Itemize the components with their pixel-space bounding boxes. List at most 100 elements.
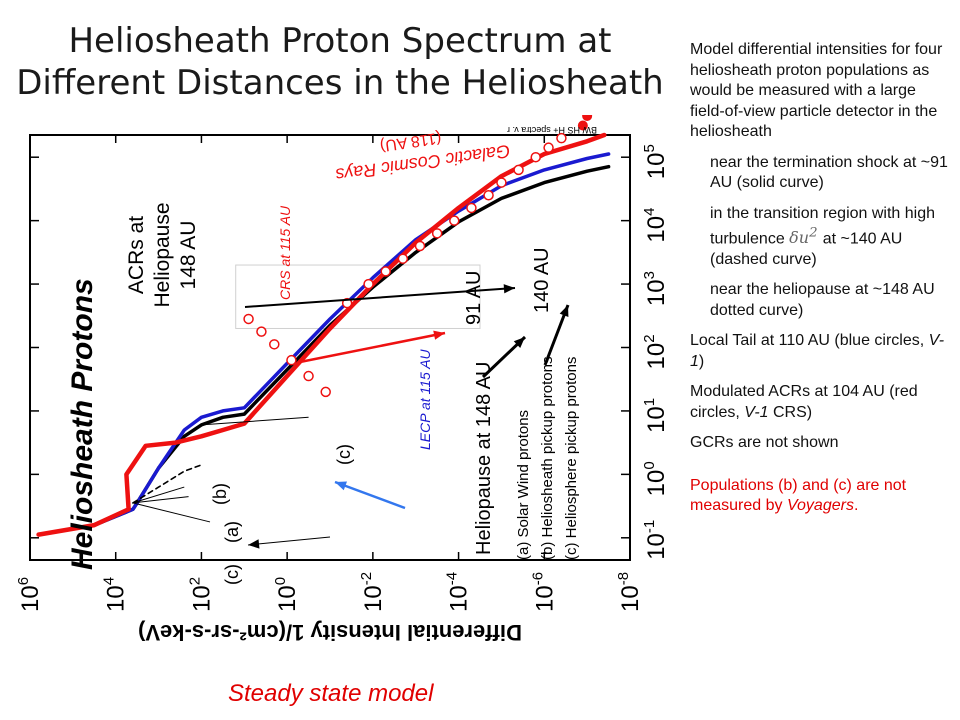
arrow-lecp-shaft [334, 480, 406, 510]
chart-label-acr: ACRs at Heliopause 148 AU [125, 202, 200, 307]
sidebar-item-termination-shock: near the termination shock at ~91 AU (so… [710, 153, 948, 192]
chart-label-labels-lecp: LECP at 115 AU [417, 348, 433, 450]
chart-label-labels-c2_label: (c) [222, 564, 242, 585]
note-text: Populations (b) and (c) are not measured… [690, 476, 907, 515]
delta-u-text: δu [789, 228, 810, 248]
arrow-c-shaft [247, 536, 331, 546]
chart-label-legend_title: Heliopause at 148 AU [473, 362, 495, 555]
spectrum-chart: Heliosheath Protons Heliopause at 148 AU (… [15, 115, 670, 645]
y-tick-label: 100 [641, 461, 670, 496]
gcr-point [582, 115, 593, 121]
y-tick-label: 104 [641, 208, 670, 243]
sidebar-item-transition-text-2: at ~140 AU (dashed curve) [710, 230, 903, 268]
x-tick-label: 10-2 [358, 572, 387, 612]
note-period: . [853, 497, 859, 515]
guide-box [235, 264, 481, 329]
sidebar-item-modulated-acrs: Modulated ACRs at 104 AU (red circles, V… [690, 382, 952, 423]
measurement-circle [320, 386, 331, 398]
chart-label-legend_items-0: (a) Solar Wind protons [515, 410, 532, 560]
sidebar-item-gcrs: GCRs are not shown [690, 434, 839, 452]
measurement-circle [483, 190, 494, 201]
local-tail-voyager: V-1 [690, 332, 945, 370]
measurement-circle [449, 215, 460, 226]
slide-title-line-1: Heliosheath Proton Spectrum at [68, 21, 612, 61]
x-tick-labels: 106 104 102 100 10-2 10-4 10-6 10-8 [15, 572, 644, 612]
delta-u-exponent: 2 [809, 226, 818, 241]
measurement-circle [530, 151, 541, 163]
arrow-crs-head [433, 330, 445, 340]
y-tick-label: 103 [641, 271, 670, 306]
x-tick-label: 102 [186, 577, 215, 612]
footer-caption: Steady state model [228, 680, 434, 707]
sidebar-intro: Model differential intensities for four … [690, 41, 943, 140]
chart-label-legend_items-1: (b) Heliosheath pickup protons [539, 357, 556, 560]
arrow-lecp-head [335, 481, 347, 491]
arrow-acr-shaft [244, 287, 516, 308]
measurement-circle [556, 132, 567, 144]
chart-label-labels-b_label: (b) [210, 483, 230, 505]
measurement-circle [466, 202, 477, 214]
chart-label-labels-a_label: (a) [222, 521, 242, 543]
component-line-c [132, 502, 211, 523]
sidebar-item-heliopause: near the heliopause at ~148 AU dotted cu… [710, 281, 935, 319]
x-tick-label: 10-8 [615, 572, 644, 612]
measurement-circle [256, 326, 267, 337]
chart-label-labels-crs: CRS at 115 AU [277, 205, 293, 300]
arrow-91au-head [513, 337, 525, 349]
measurement-circle [380, 266, 391, 277]
y-tick-labels: 10-1 100 101 102 103 104 105 [641, 144, 670, 560]
x-tick-label: 10-4 [444, 572, 473, 612]
series-line-red [36, 132, 607, 537]
y-tick-label: 105 [641, 144, 670, 179]
x-tick-label: 10-6 [529, 572, 558, 612]
slide-title: Heliosheath Proton Spectrum at Different… [0, 20, 680, 104]
gcr-point [577, 120, 588, 131]
y-tick-label: 102 [641, 334, 670, 369]
sidebar-note: Populations (b) and (c) are not measured… [690, 476, 952, 517]
measurement-circle [286, 354, 297, 366]
sidebar-item-local-tail: Local Tail at 110 AU (blue circles, V-1) [690, 331, 952, 372]
component-line-a [132, 496, 189, 504]
chart-label-labels-au91: 91 AU [463, 271, 485, 325]
measurement-circle [243, 313, 254, 325]
arrow-140au-head [559, 305, 569, 317]
measurement-circle [513, 164, 524, 176]
x-tick-label: 106 [15, 577, 44, 612]
measurement-circle [431, 228, 443, 239]
acr-text: Modulated ACRs at 104 AU (red circles, [690, 383, 918, 421]
measurement-circle [496, 177, 507, 188]
sidebar-item-transition-text: in the transition region with high turbu… [710, 204, 936, 248]
slide-title-line-2: Different Distances in the Heliosheath [16, 63, 664, 103]
arrow-crs-shaft [299, 331, 446, 364]
corner-label: BW HS H+ spectra v. r [507, 125, 597, 135]
chart-label-labels-au140: 140 AU [531, 247, 553, 313]
local-tail-text: Local Tail at 110 AU (blue circles, [690, 332, 925, 350]
sidebar-item-transition-region: in the transition region with high turbu… [710, 204, 952, 271]
acr-voyager: V-1 [744, 403, 769, 421]
series-line-black-dashed [132, 464, 203, 504]
arrow-c-head [248, 539, 260, 549]
y-tick-label: 10-1 [641, 520, 670, 560]
plot-frame [29, 134, 631, 561]
note-voyagers: Voyagers [786, 497, 854, 515]
measurement-circle [303, 370, 314, 382]
measurement-circle [397, 253, 409, 264]
x-axis-label: Differential Intensity 1/(cm²-sr-s-keV) [138, 620, 522, 645]
measurement-circle [363, 278, 374, 290]
acr-crs: CRS) [768, 403, 813, 421]
chart-label-labels-c_label: (c) [334, 444, 354, 465]
measurement-circle [414, 240, 426, 252]
arrow-acr-head [503, 284, 515, 294]
component-line-b [132, 486, 185, 504]
x-tick-label: 100 [272, 577, 301, 612]
component-line-c2 [201, 416, 309, 426]
delta-u-symbol: δu2 [789, 226, 823, 248]
x-tick-label: 104 [101, 577, 130, 612]
measurement-circle [269, 339, 280, 350]
chart-label-panel_title: Heliosheath Protons [66, 278, 99, 570]
sidebar: Model differential intensities for four … [690, 40, 952, 527]
y-tick-label: 101 [641, 398, 670, 433]
local-tail-close: ) [698, 352, 705, 370]
chart-label-legend_items-2: (c) Heliosphere pickup protons [563, 357, 580, 560]
measurement-circle [543, 142, 554, 153]
